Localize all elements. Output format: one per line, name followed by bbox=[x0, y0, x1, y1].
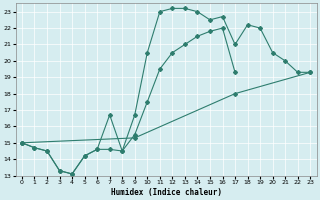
X-axis label: Humidex (Indice chaleur): Humidex (Indice chaleur) bbox=[111, 188, 221, 197]
